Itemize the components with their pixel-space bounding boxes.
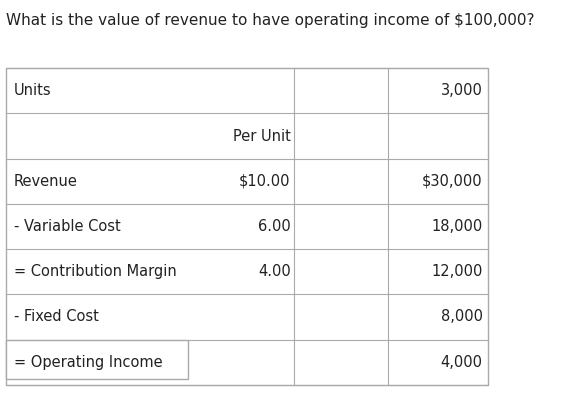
Bar	[6, 339, 188, 379]
Text: 6.00: 6.00	[258, 219, 291, 234]
Text: 4.00: 4.00	[258, 264, 291, 279]
Text: = Contribution Margin: = Contribution Margin	[14, 264, 177, 279]
Text: $10.00: $10.00	[239, 174, 291, 189]
Text: 12,000: 12,000	[431, 264, 482, 279]
Text: 8,000: 8,000	[441, 309, 482, 324]
Text: $30,000: $30,000	[422, 174, 482, 189]
Text: 18,000: 18,000	[431, 219, 482, 234]
Text: - Fixed Cost: - Fixed Cost	[14, 309, 98, 324]
Text: Per Unit: Per Unit	[233, 129, 291, 144]
Text: What is the value of revenue to have operating income of $100,000?: What is the value of revenue to have ope…	[6, 13, 535, 28]
Text: - Variable Cost: - Variable Cost	[14, 219, 120, 234]
Text: 3,000: 3,000	[441, 83, 482, 98]
Text: Units: Units	[14, 83, 52, 98]
Text: = Operating Income: = Operating Income	[14, 355, 162, 370]
Text: 4,000: 4,000	[441, 355, 482, 370]
Bar	[6, 68, 489, 385]
Text: Revenue: Revenue	[14, 174, 78, 189]
